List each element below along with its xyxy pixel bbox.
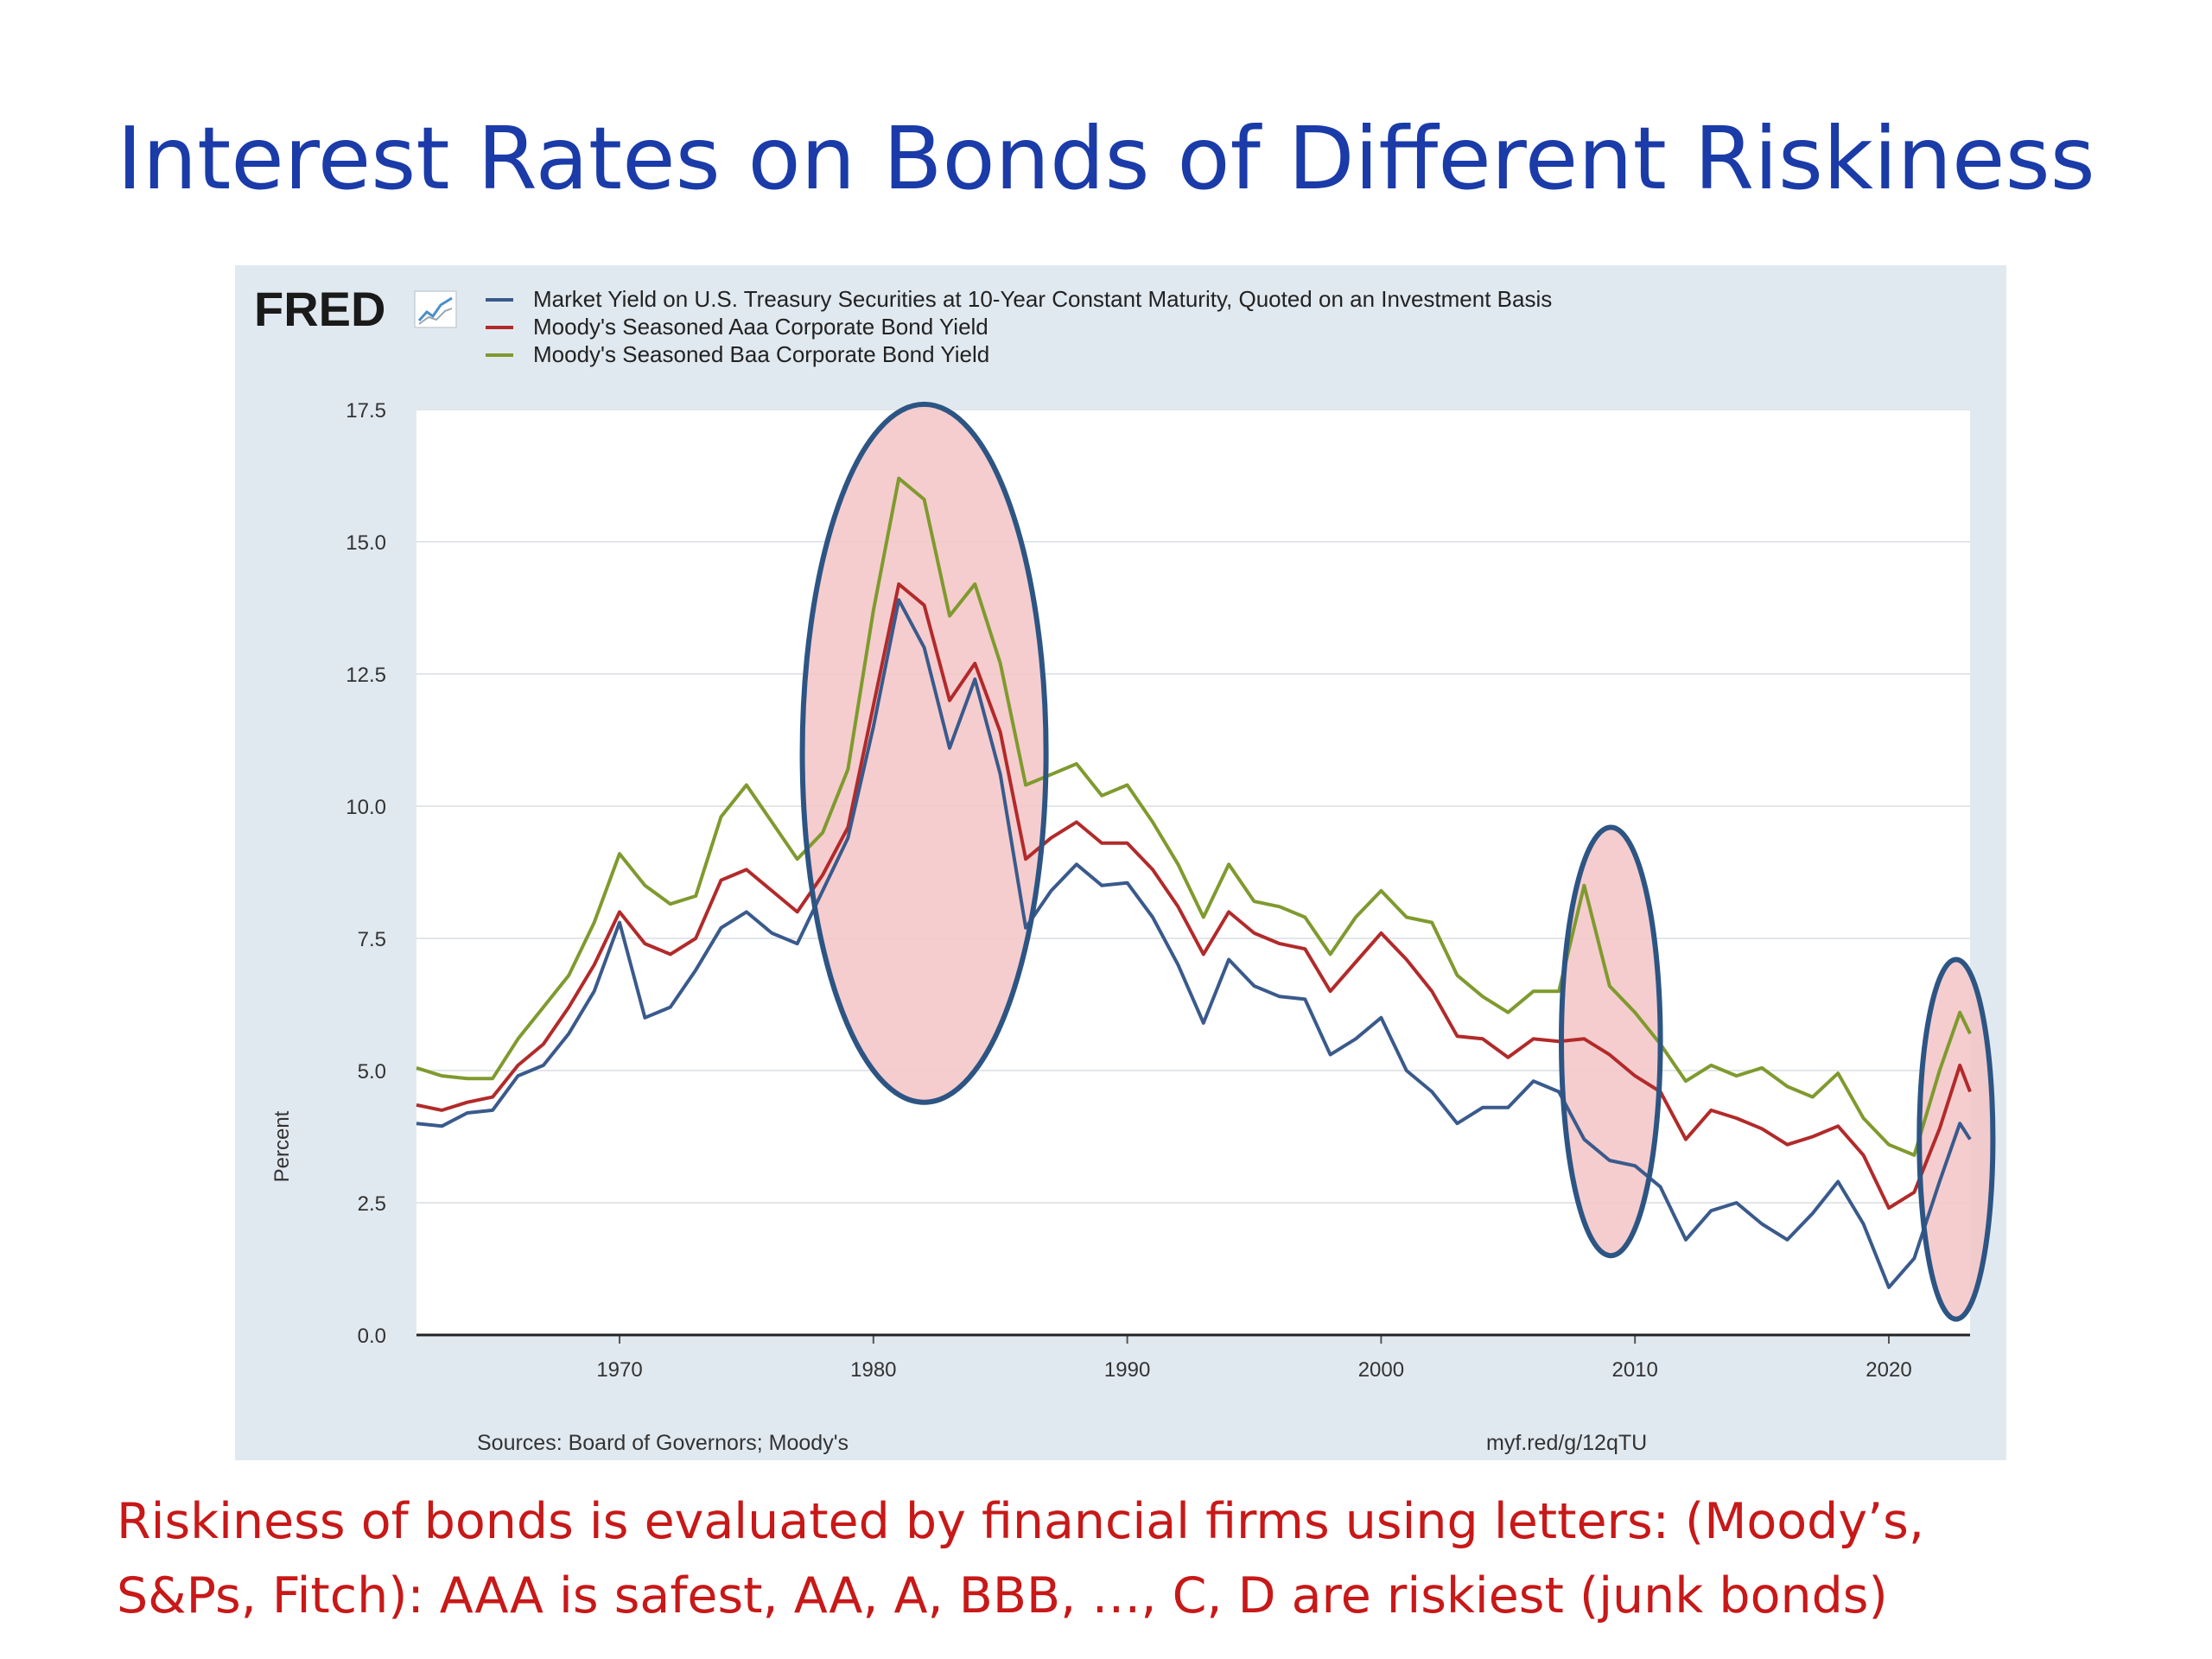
caption-line-1: Riskiness of bonds is evaluated by finan… <box>117 1493 1924 1550</box>
fred-graph-icon <box>414 290 457 328</box>
legend-label: Moody's Seasoned Baa Corporate Bond Yiel… <box>533 341 989 367</box>
y-tick-label: 10.0 <box>346 796 386 819</box>
plot-area <box>416 410 1970 1335</box>
highlight-ellipse <box>802 404 1046 1103</box>
slide-title: Interest Rates on Bonds of Different Ris… <box>117 108 2095 209</box>
series-line <box>416 476 1972 1157</box>
x-axis-ticks: 1970 1980 1990 2000 2010 2020 <box>596 1335 1912 1382</box>
series-line <box>416 582 1972 1211</box>
series-line <box>416 598 1972 1289</box>
y-tick-label: 0.0 <box>358 1325 386 1348</box>
y-axis-ticks: 0.0 2.5 5.0 7.5 10.0 12.5 15.0 17.5 <box>346 399 386 1348</box>
highlight-ellipse-border <box>1558 824 1663 1259</box>
chart-link: myf.red/g/12qTU <box>1486 1431 1647 1455</box>
y-tick-label: 12.5 <box>346 664 386 687</box>
y-axis-label: Percent <box>270 1110 294 1182</box>
y-tick-label: 15.0 <box>346 531 386 555</box>
legend-label: Moody's Seasoned Aaa Corporate Bond Yiel… <box>533 314 988 340</box>
chart-panel: FRED Market Yield on U.S. Treasury Secur… <box>235 265 2006 1460</box>
x-tick-label: 2000 <box>1358 1358 1404 1382</box>
fred-logo: FRED <box>254 282 457 336</box>
series-lines <box>416 476 1972 1289</box>
highlight-ellipse-borders <box>799 401 1996 1322</box>
x-tick-label: 2010 <box>1612 1358 1658 1382</box>
x-tick-label: 1970 <box>596 1358 642 1382</box>
y-tick-label: 7.5 <box>358 928 386 951</box>
x-tick-label: 1980 <box>850 1358 896 1382</box>
caption-line-2: S&Ps, Fitch): AAA is safest, AA, A, BBB,… <box>117 1567 1888 1624</box>
highlight-ellipse <box>1560 827 1661 1256</box>
y-axis-title: Percent <box>270 1110 294 1182</box>
y-tick-label: 5.0 <box>358 1060 386 1084</box>
chart-legend: Market Yield on U.S. Treasury Securities… <box>486 286 1552 367</box>
chart-source: Sources: Board of Governors; Moody's <box>477 1431 849 1455</box>
fred-logo-text: FRED <box>254 282 385 336</box>
highlight-ellipse-border <box>1916 957 1996 1322</box>
x-tick-label: 1990 <box>1104 1358 1150 1382</box>
legend-label: Market Yield on U.S. Treasury Securities… <box>533 286 1552 312</box>
x-tick-label: 2020 <box>1866 1358 1911 1382</box>
y-tick-label: 2.5 <box>358 1192 386 1216</box>
fred-chart: FRED Market Yield on U.S. Treasury Secur… <box>254 282 1996 1455</box>
highlight-ellipse-border <box>799 401 1049 1105</box>
caption: Riskiness of bonds is evaluated by finan… <box>117 1484 2104 1633</box>
gridlines <box>416 409 1970 1336</box>
y-tick-label: 17.5 <box>346 399 386 423</box>
